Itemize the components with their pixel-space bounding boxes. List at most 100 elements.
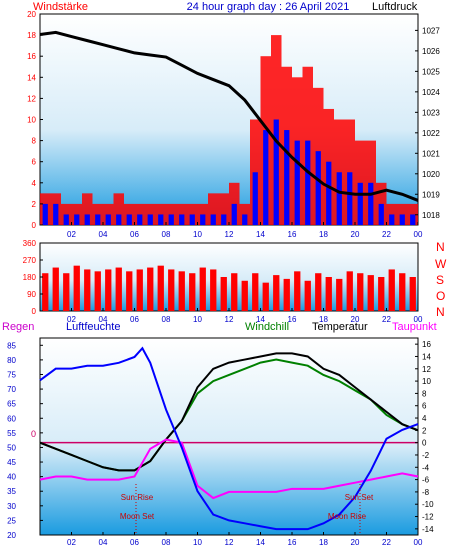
p1-xtick-label: 14 xyxy=(256,230,265,239)
p3-xtick-label: 22 xyxy=(382,538,391,547)
wind-avg-bar xyxy=(315,151,321,225)
wind-avg-bar xyxy=(399,214,405,225)
wind-avg-bar xyxy=(147,214,153,225)
wind-direction-bar xyxy=(357,273,364,311)
p3-ytick-right-label: 14 xyxy=(422,352,431,361)
wind-direction-bar xyxy=(388,269,395,311)
wind-direction-bar xyxy=(378,277,385,311)
p2-xtick-label: 04 xyxy=(99,315,108,324)
wind-avg-bar xyxy=(200,214,206,225)
p3-xtick-label: 16 xyxy=(288,538,297,547)
p2-ytick-label: 0 xyxy=(32,307,37,316)
wind-avg-bar xyxy=(347,172,353,225)
p2-xtick-label: 02 xyxy=(67,315,76,324)
p3-ytick-left-label: 20 xyxy=(7,531,16,540)
legend-taupunkt: Taupunkt xyxy=(392,321,437,333)
wind-avg-bar xyxy=(126,214,132,225)
wind-direction-bar xyxy=(409,277,416,311)
wind-gust-bar xyxy=(82,193,93,225)
p3-ytick-left-label: 80 xyxy=(7,356,16,365)
wind-direction-bar xyxy=(231,273,238,311)
p3-ytick-right-label: 12 xyxy=(422,365,431,374)
compass-w: W xyxy=(435,257,447,271)
series-line-temperatur xyxy=(39,352,419,472)
p1-ytick-left-label: 10 xyxy=(27,116,36,125)
p1-ytick-left-label: 8 xyxy=(32,137,37,146)
p3-ytick-right-label: 4 xyxy=(422,414,427,423)
p2-xtick-label: 06 xyxy=(130,315,139,324)
wind-direction-plot xyxy=(42,265,416,311)
p1-xtick-label: 04 xyxy=(99,230,108,239)
wind-gust-bar xyxy=(218,193,229,225)
wind-avg-bar xyxy=(84,214,90,225)
p3-ytick-right-label: 16 xyxy=(422,340,431,349)
p1-xtick-label: 10 xyxy=(193,230,202,239)
wind-avg-bar xyxy=(179,214,185,225)
p1-xtick-label: 12 xyxy=(225,230,234,239)
wind-direction-bar xyxy=(157,265,164,311)
wind-direction-bar xyxy=(136,269,143,311)
wind-direction-bar xyxy=(115,267,122,311)
wind-direction-bar xyxy=(252,273,259,311)
wind-avg-bar xyxy=(168,214,174,225)
wind-direction-bar xyxy=(189,273,196,311)
p3-xtick-label: 14 xyxy=(256,538,265,547)
wind-direction-bar xyxy=(315,273,322,311)
p3-ytick-right-label: 6 xyxy=(422,402,427,411)
wind-direction-bar xyxy=(126,271,133,311)
p3-ytick-right-label: -14 xyxy=(422,525,434,534)
p1-ytick-left-label: 2 xyxy=(32,200,37,209)
wind-avg-bar xyxy=(105,214,111,225)
p3-ytick-left-label: 65 xyxy=(7,400,16,409)
p2-xtick-label: 22 xyxy=(382,315,391,324)
wind-direction-bar xyxy=(42,273,49,311)
wind-direction-bar xyxy=(63,273,70,311)
header-left: Windstärke xyxy=(33,1,88,13)
moon-set-label: Moon Set xyxy=(120,512,155,521)
temp-humidity-panel xyxy=(39,337,419,536)
wind-avg-bar xyxy=(252,172,258,225)
wind-direction-bar xyxy=(199,267,206,311)
sun-set-label: Sun Set xyxy=(345,493,374,502)
wind-avg-bar xyxy=(336,172,342,225)
p3-ytick-right-label: 0 xyxy=(422,439,427,448)
p3-ytick-left-label: 55 xyxy=(7,429,16,438)
p3-xtick-label: 12 xyxy=(225,538,234,547)
compass-s: S xyxy=(436,273,444,287)
legend-luftfeuchte: Luftfeuchte xyxy=(66,321,120,333)
wind-gust-bar xyxy=(208,193,219,225)
p1-xtick-label: 02 xyxy=(67,230,76,239)
wind-direction-bar xyxy=(168,269,175,311)
wind-avg-bar xyxy=(53,203,59,225)
p3-ytick-right-label: 2 xyxy=(422,426,427,435)
wind-gust-bar xyxy=(113,193,124,225)
wind-avg-bar xyxy=(231,203,237,225)
p1-xtick-label: 20 xyxy=(351,230,360,239)
wind-avg-bar xyxy=(357,182,363,225)
wind-direction-bar xyxy=(399,273,406,311)
moon-rise-label: Moon Rise xyxy=(328,512,367,521)
wind-avg-bar xyxy=(116,214,122,225)
wind-avg-bar xyxy=(42,203,48,225)
p1-xtick-label: 06 xyxy=(130,230,139,239)
compass-n-bottom: N xyxy=(436,305,445,319)
p3-ytick-right-label: -8 xyxy=(422,488,430,497)
wind-avg-bar xyxy=(158,214,164,225)
wind-direction-bar xyxy=(273,275,280,311)
p1-ytick-right-label: 1022 xyxy=(422,129,440,138)
wind-direction-bar xyxy=(94,271,101,311)
compass-o: O xyxy=(436,289,445,303)
wind-avg-bar xyxy=(95,214,101,225)
p3-xtick-label: 02 xyxy=(67,538,76,547)
wind-avg-bar xyxy=(305,140,311,225)
wind-avg-bar xyxy=(389,214,395,225)
header-title: 24 hour graph day : 26 April 2021 xyxy=(187,1,350,13)
p3-ytick-right-label: -4 xyxy=(422,463,430,472)
p3-ytick-left-label: 45 xyxy=(7,458,16,467)
sun-rise-label: Sun Rise xyxy=(121,493,154,502)
series-line-luftfeuchte xyxy=(39,346,419,531)
legend-regen: Regen xyxy=(2,321,34,333)
wind-direction-bar xyxy=(73,265,80,311)
p2-ytick-label: 90 xyxy=(27,290,36,299)
